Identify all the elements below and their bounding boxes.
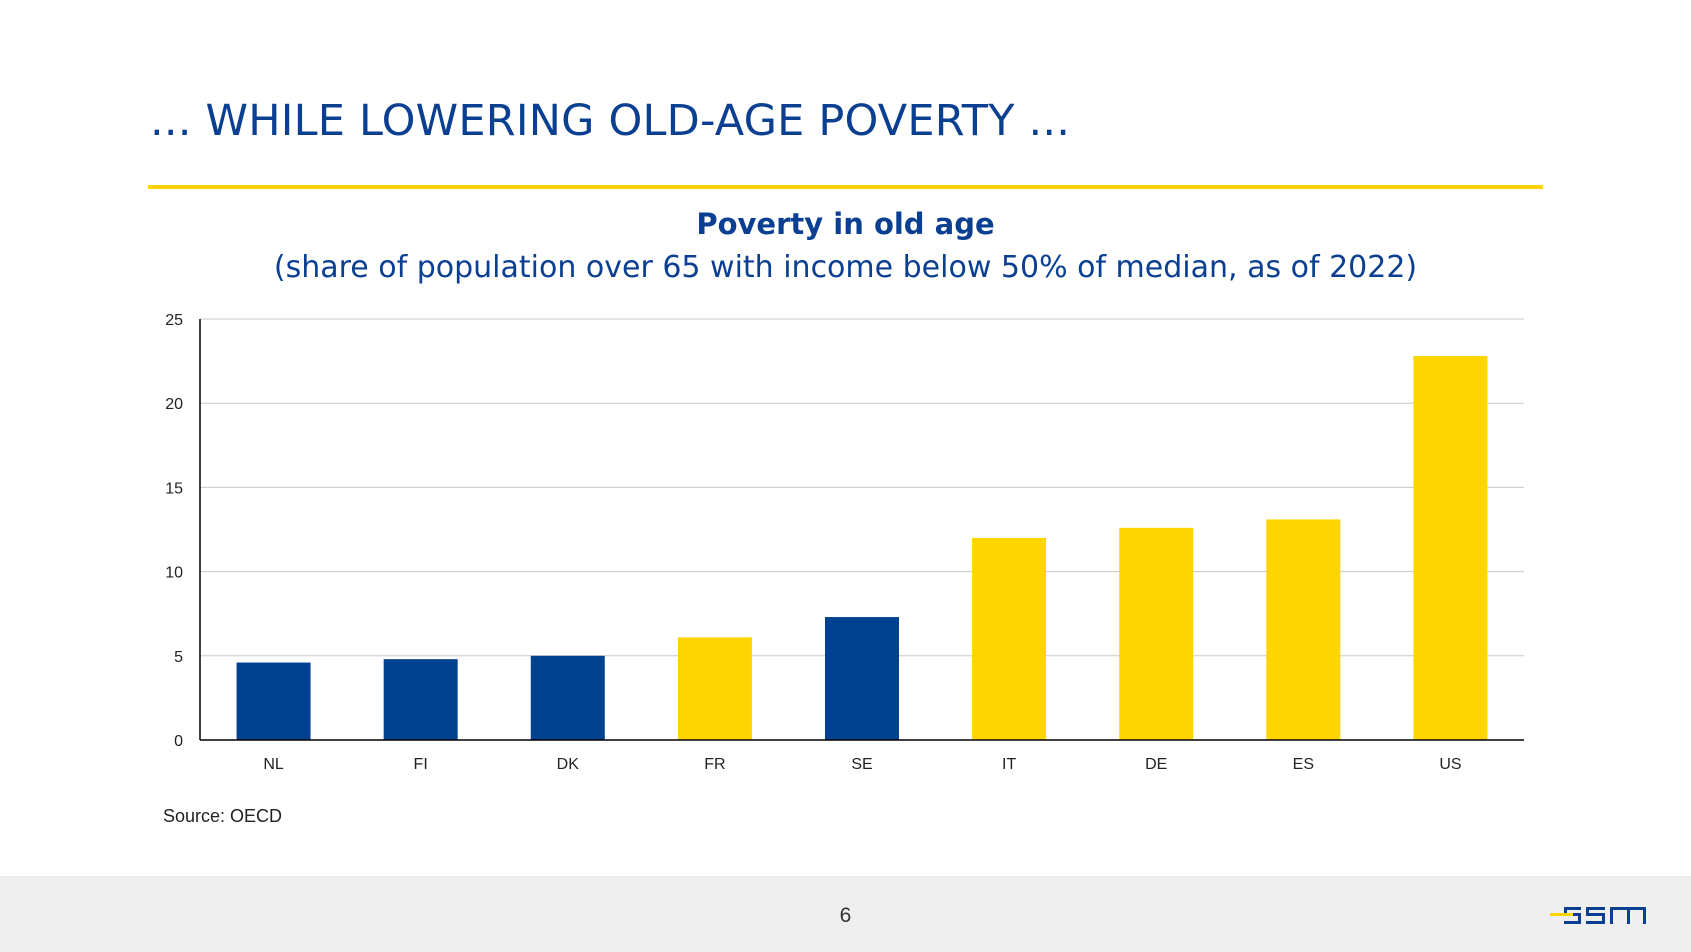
bar-it xyxy=(972,537,1047,740)
x-tick-label: NL xyxy=(263,756,284,773)
x-tick-label: FR xyxy=(704,756,725,773)
x-tick-label: SE xyxy=(851,756,872,773)
y-tick-label: 5 xyxy=(174,649,183,666)
bar-es xyxy=(1266,519,1341,740)
bar-dk xyxy=(530,655,605,740)
chart-title: Poverty in old age xyxy=(696,207,995,241)
bar-de xyxy=(1119,527,1194,740)
x-tick-label: DE xyxy=(1145,756,1167,773)
x-tick-label: IT xyxy=(1002,756,1016,773)
x-tick-label: US xyxy=(1439,756,1461,773)
esm-logo: esm xyxy=(1550,907,1646,924)
x-tick-label: ES xyxy=(1293,756,1314,773)
source-note: Source: OECD xyxy=(163,806,283,826)
bar-se xyxy=(825,617,899,740)
bar-us xyxy=(1413,356,1488,740)
y-tick-label: 20 xyxy=(165,396,183,413)
y-tick-label: 15 xyxy=(165,480,183,497)
y-tick-label: 0 xyxy=(174,733,183,750)
esm-logo-mark xyxy=(1550,907,1646,924)
title-divider xyxy=(148,185,1543,189)
x-tick-label: FI xyxy=(414,756,428,773)
x-tick-label: DK xyxy=(557,756,580,773)
y-tick-label: 25 xyxy=(165,312,183,329)
chart-subtitle: (share of population over 65 with income… xyxy=(273,250,1418,285)
y-tick-label: 10 xyxy=(165,565,183,582)
bar-fr xyxy=(677,637,752,740)
footer-bar xyxy=(0,876,1691,952)
slide-title: ... WHILE LOWERING OLD-AGE POVERTY ... xyxy=(150,96,1071,146)
bar-nl xyxy=(236,662,311,740)
bar-fi xyxy=(383,659,458,740)
page-number: 6 xyxy=(839,904,852,927)
